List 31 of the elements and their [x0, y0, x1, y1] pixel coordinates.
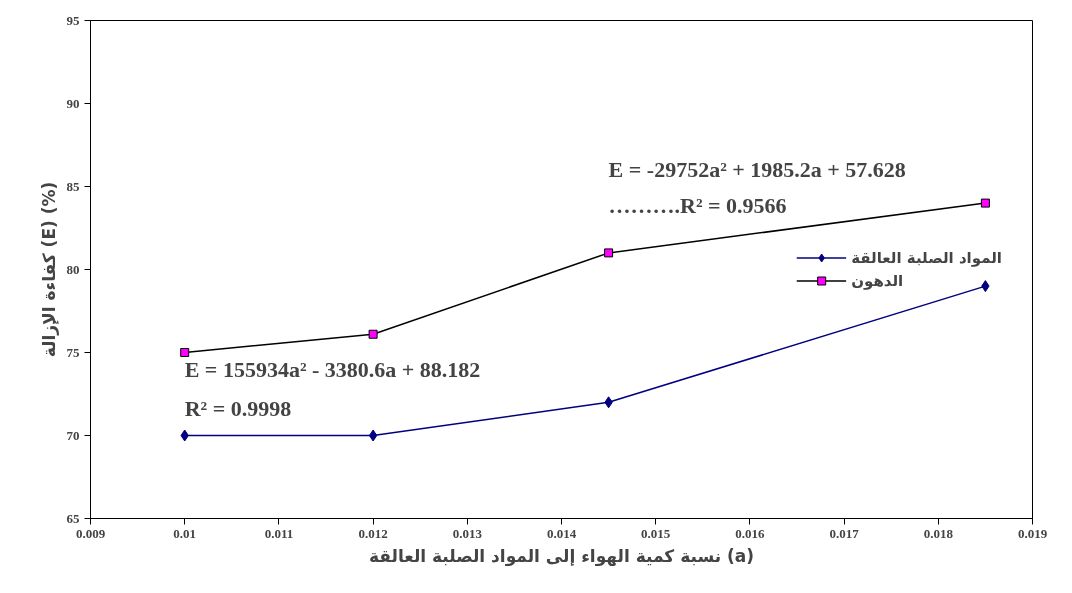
x-tick-label: 0.019	[1017, 525, 1048, 541]
x-tick-label: 0.013	[452, 525, 483, 541]
x-tick-label: 0.009	[75, 525, 106, 541]
annotation: E = -29752a² + 1985.2a + 57.628	[608, 156, 906, 182]
y-tick-label: 90	[66, 95, 80, 111]
x-tick-label: 0.017	[829, 525, 860, 541]
x-tick-label: 0.015	[641, 525, 671, 541]
x-tick-label: 0.018	[923, 525, 954, 541]
point	[604, 248, 614, 258]
y-tick-label: 95	[66, 12, 80, 28]
point	[368, 429, 378, 442]
annotation: R² = 0.9998	[184, 395, 292, 421]
annotation: ……….R² = 0.9566	[608, 193, 787, 219]
annotation: E = 155934a² - 3380.6a + 88.182	[184, 357, 481, 383]
y-tick-label: 85	[66, 178, 80, 194]
point	[368, 329, 378, 339]
x-tick-label: 0.011	[264, 525, 294, 541]
legend-label: المواد الصلبة العالقة	[851, 248, 1002, 267]
x-axis-title: نسبة كمية الهواء إلى المواد الصلبة العالقة (a)	[369, 545, 755, 567]
y-tick-label: 70	[66, 427, 80, 443]
y-axis-title: كفاءة الإزالة (E) (%)	[38, 181, 59, 358]
legend-label: الدهون	[851, 271, 904, 290]
point	[180, 348, 190, 357]
y-tick-label: 65	[66, 510, 80, 526]
x-tick-label: 0.01	[173, 525, 197, 541]
point	[980, 198, 990, 208]
x-tick-label: 0.014	[546, 525, 577, 541]
y-tick-label: 80	[66, 261, 80, 277]
y-tick-label: 75	[66, 344, 80, 360]
x-tick-label: 0.016	[735, 525, 766, 541]
x-tick-label: 0.012	[358, 525, 388, 541]
